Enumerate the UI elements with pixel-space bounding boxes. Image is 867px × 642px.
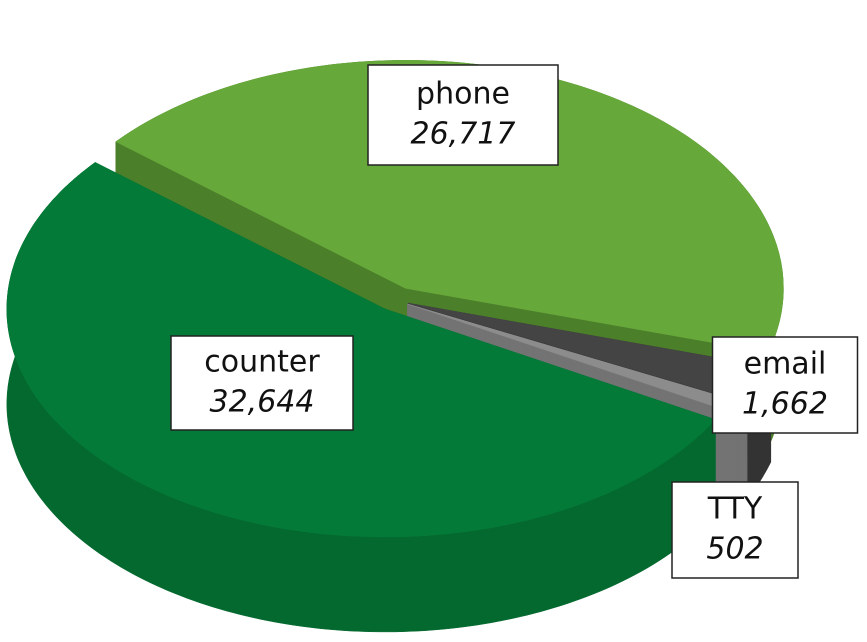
- label-box: [367, 64, 559, 166]
- slice-value: 32,644: [210, 385, 315, 420]
- slice-value: 502: [706, 532, 763, 567]
- slice-value: 26,717: [411, 117, 516, 152]
- label-box: [170, 335, 354, 431]
- label-box: [711, 336, 859, 434]
- slice-value: 1,662: [742, 387, 828, 422]
- slice-label: counter: [204, 345, 320, 380]
- slice: [115, 60, 784, 353]
- slice-label: phone: [416, 77, 510, 112]
- label-box: [671, 481, 799, 579]
- slice-label: email: [744, 347, 827, 382]
- slice: [6, 162, 716, 538]
- slice-label: TTY: [707, 492, 763, 527]
